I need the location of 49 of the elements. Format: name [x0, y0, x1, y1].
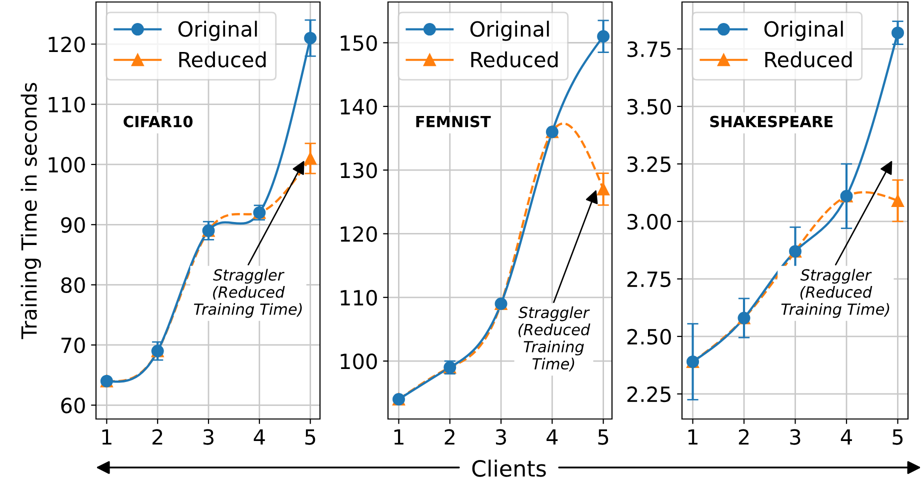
annotation: Straggler (Reduced Training Time) — [781, 268, 890, 318]
y-tick-label: 130 — [340, 162, 377, 178]
legend-label: Reduced — [471, 51, 558, 68]
x-tick-label: 1 — [688, 429, 698, 445]
x-tick-label: 1 — [102, 429, 112, 445]
legend-label: Original — [764, 20, 843, 41]
y-tick-label: 140 — [340, 98, 377, 115]
y-tick-label: 2.50 — [627, 328, 671, 345]
x-tick-label: 4 — [254, 429, 265, 445]
annotation: Straggler (Reduced Training Time) — [518, 306, 590, 372]
legend-label: Reduced — [179, 51, 266, 68]
y-tick-label: 150 — [340, 35, 377, 51]
y-axis-title: Training Time in seconds — [20, 82, 41, 340]
x-tick-label: 5 — [305, 429, 316, 445]
x-tick-label: 4 — [840, 429, 852, 445]
annotation: SHAKESPEARE — [710, 116, 833, 128]
y-tick-label: 120 — [48, 36, 85, 52]
y-tick-label: 2.25 — [627, 386, 670, 402]
y-tick-label: 120 — [340, 226, 377, 242]
legend-label: Original — [178, 20, 257, 41]
y-tick-label: 3.75 — [627, 41, 670, 58]
y-tick-label: 60 — [61, 398, 85, 414]
legend-label: Reduced — [765, 51, 852, 68]
y-tick-label: 3.00 — [627, 214, 671, 230]
x-tick-label: 1 — [394, 429, 404, 445]
x-tick-label: 2 — [444, 429, 454, 445]
x-tick-label: 5 — [598, 429, 608, 445]
y-tick-label: 100 — [340, 354, 377, 370]
x-tick-label: 3 — [496, 429, 506, 445]
x-tick-label: 3 — [203, 429, 214, 445]
y-tick-label: 90 — [61, 217, 85, 233]
legend-label: Original — [470, 20, 549, 41]
y-tick-label: 100 — [48, 156, 85, 173]
y-tick-label: 110 — [48, 96, 85, 113]
x-tick-label: 5 — [892, 429, 903, 445]
annotation: CIFAR10 — [124, 116, 193, 128]
y-tick-label: 80 — [61, 277, 85, 294]
annotation: Straggler (Reduced Training Time) — [194, 268, 302, 318]
y-tick-label: 3.25 — [627, 156, 670, 172]
y-tick-label: 2.75 — [627, 271, 670, 288]
annotation: FEMNIST — [416, 116, 491, 128]
x-tick-label: 2 — [738, 429, 749, 445]
y-tick-label: 70 — [61, 337, 85, 354]
y-tick-label: 3.50 — [627, 98, 671, 115]
x-axis-title: Clients — [472, 460, 546, 477]
x-tick-label: 4 — [546, 429, 558, 445]
x-tick-label: 3 — [790, 429, 800, 445]
x-tick-label: 2 — [152, 429, 162, 445]
y-tick-label: 110 — [340, 290, 377, 306]
